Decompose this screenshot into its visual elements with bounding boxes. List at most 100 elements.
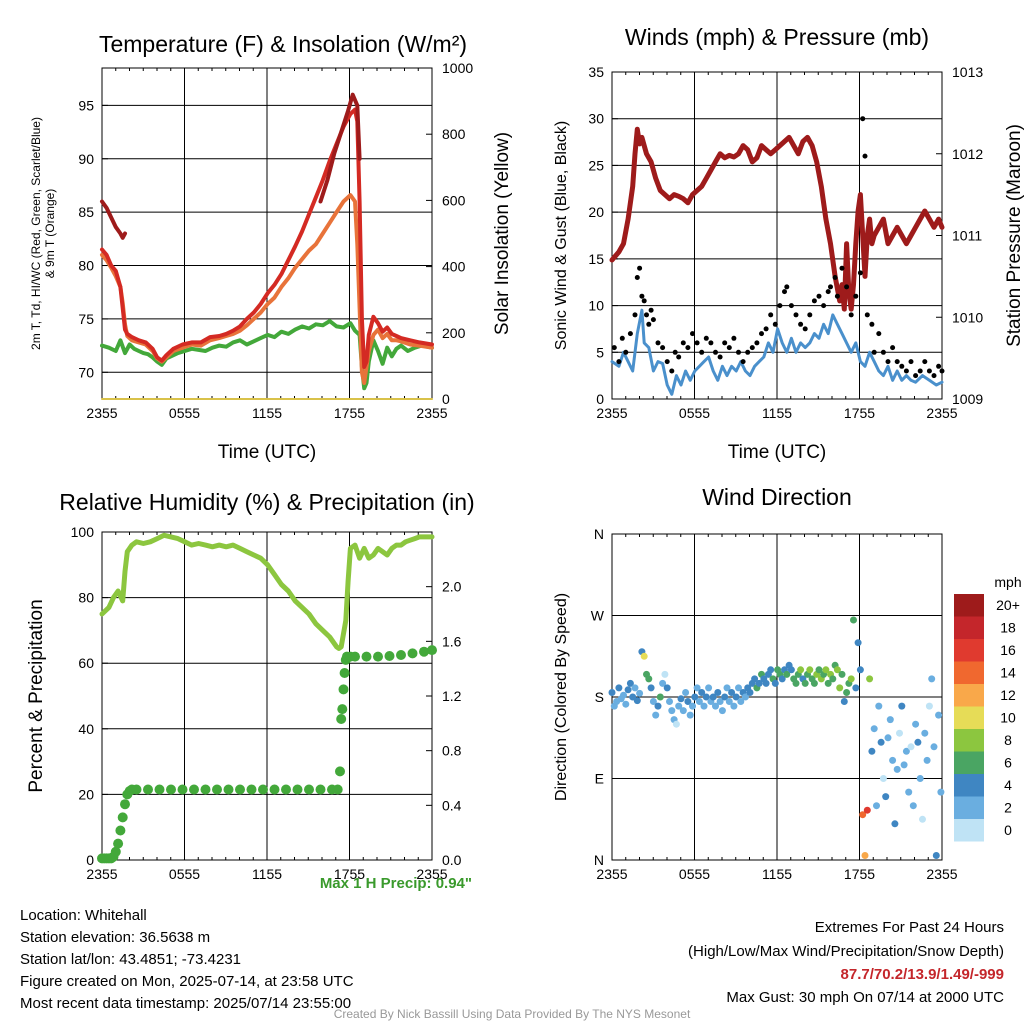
gust-point bbox=[650, 317, 656, 323]
direction-point bbox=[691, 693, 699, 701]
rh-ylabel: Percent & Precipitation bbox=[26, 599, 47, 792]
colorbar-swatch bbox=[954, 639, 984, 662]
temp-series-line bbox=[100, 193, 434, 385]
y-tick-label: 20 bbox=[78, 786, 94, 802]
precip-point bbox=[332, 784, 343, 795]
gust-point bbox=[749, 345, 755, 351]
direction-point bbox=[863, 806, 871, 814]
extremes-values: 87.7/70.2/13.9/1.49/-999 bbox=[840, 966, 1004, 983]
location-text: Location: Whitehall bbox=[20, 907, 147, 924]
direction-point bbox=[762, 679, 770, 687]
gust-point bbox=[936, 363, 942, 369]
direction-point bbox=[730, 702, 738, 710]
precip-point bbox=[115, 825, 126, 836]
direction-point bbox=[923, 756, 931, 764]
y-tick-label: W bbox=[591, 608, 605, 624]
wind-series-line bbox=[609, 126, 945, 312]
direction-point bbox=[833, 666, 841, 674]
direction-point bbox=[631, 684, 639, 692]
direction-point bbox=[873, 802, 880, 810]
gust-point bbox=[899, 363, 905, 369]
gust-point bbox=[816, 293, 822, 299]
precip-point bbox=[384, 651, 395, 661]
direction-point bbox=[822, 666, 830, 674]
direction-point bbox=[721, 693, 729, 701]
direction-point bbox=[921, 729, 929, 737]
x-tick-label: 2355 bbox=[86, 866, 117, 882]
precip-point bbox=[166, 784, 176, 795]
direction-point bbox=[659, 679, 667, 687]
y2-tick-label: 0.0 bbox=[442, 852, 462, 868]
precip-point bbox=[336, 714, 347, 724]
gust-point bbox=[802, 326, 808, 332]
gust-point bbox=[834, 293, 840, 299]
direction-point bbox=[714, 689, 722, 696]
x-tick-label: 2355 bbox=[416, 405, 447, 421]
x-tick-label: 1755 bbox=[334, 866, 365, 882]
x-tick-label: 2355 bbox=[596, 866, 627, 882]
direction-point bbox=[935, 711, 943, 719]
precip-point bbox=[223, 784, 234, 795]
direction-point bbox=[608, 689, 616, 696]
precip-point bbox=[337, 704, 348, 715]
rh-title: Relative Humidity (%) & Precipitation (i… bbox=[59, 489, 474, 515]
gust-point bbox=[939, 368, 945, 374]
gust-point bbox=[890, 345, 896, 351]
direction-point bbox=[682, 689, 690, 696]
gust-point bbox=[777, 303, 783, 309]
gust-point bbox=[639, 293, 645, 299]
gust-point bbox=[862, 153, 868, 159]
gust-point bbox=[736, 349, 741, 355]
x-tick-label: 2355 bbox=[926, 405, 957, 421]
gust-point bbox=[894, 359, 900, 365]
gust-point bbox=[619, 335, 625, 341]
direction-point bbox=[778, 675, 786, 683]
colorbar-label: 18 bbox=[1000, 620, 1016, 636]
gust-point bbox=[644, 312, 649, 318]
gust-point bbox=[913, 373, 919, 379]
direction-point bbox=[751, 675, 759, 683]
direction-point bbox=[783, 670, 791, 678]
direction-point bbox=[847, 675, 855, 683]
direction-point bbox=[836, 684, 844, 692]
gust-point bbox=[632, 312, 638, 318]
gust-point bbox=[903, 368, 909, 374]
temp-ylabel-line1: 2m T, Td, HI/WC (Red, Green, Scarlet/Blu… bbox=[29, 117, 43, 350]
gust-point bbox=[876, 331, 882, 337]
direction-point bbox=[866, 675, 874, 683]
wind-panel: 2355 0555 1155 1755 235505101520253035100910… bbox=[553, 24, 1024, 463]
direction-point bbox=[907, 743, 915, 751]
direction-point bbox=[879, 775, 887, 782]
y-tick-label: 5 bbox=[596, 344, 604, 360]
direction-point bbox=[771, 679, 779, 687]
direction-point bbox=[870, 725, 878, 733]
direction-point bbox=[615, 684, 623, 692]
temp-series-line bbox=[100, 107, 434, 369]
direction-point bbox=[854, 639, 862, 647]
gust-point bbox=[860, 116, 866, 122]
gust-point bbox=[708, 340, 714, 346]
y-tick-label: 0 bbox=[86, 852, 94, 868]
colorbar-swatch bbox=[954, 729, 984, 752]
direction-point bbox=[640, 652, 648, 660]
direction-point bbox=[622, 700, 630, 708]
precip-point bbox=[335, 766, 345, 777]
y2-tick-label: 600 bbox=[442, 192, 466, 208]
direction-point bbox=[850, 616, 857, 624]
direction-point bbox=[661, 670, 669, 678]
y-tick-label: S bbox=[595, 689, 604, 705]
direction-point bbox=[636, 689, 644, 697]
y2-tick-label: 1.2 bbox=[442, 688, 462, 704]
x-tick-label: 0555 bbox=[169, 405, 200, 421]
credit-text: Created By Nick Bassill Using Data Provi… bbox=[333, 1007, 691, 1021]
y-tick-label: 90 bbox=[78, 151, 94, 167]
direction-point bbox=[755, 679, 763, 687]
direction-point bbox=[900, 761, 908, 769]
gust-point bbox=[844, 284, 850, 290]
precip-point bbox=[361, 651, 372, 662]
temp-ylabel2: Solar Insolation (Yellow) bbox=[492, 132, 513, 335]
precip-point bbox=[407, 648, 418, 659]
colorbar-unit: mph bbox=[994, 574, 1021, 590]
direction-point bbox=[677, 695, 685, 703]
direction-point bbox=[886, 716, 894, 724]
